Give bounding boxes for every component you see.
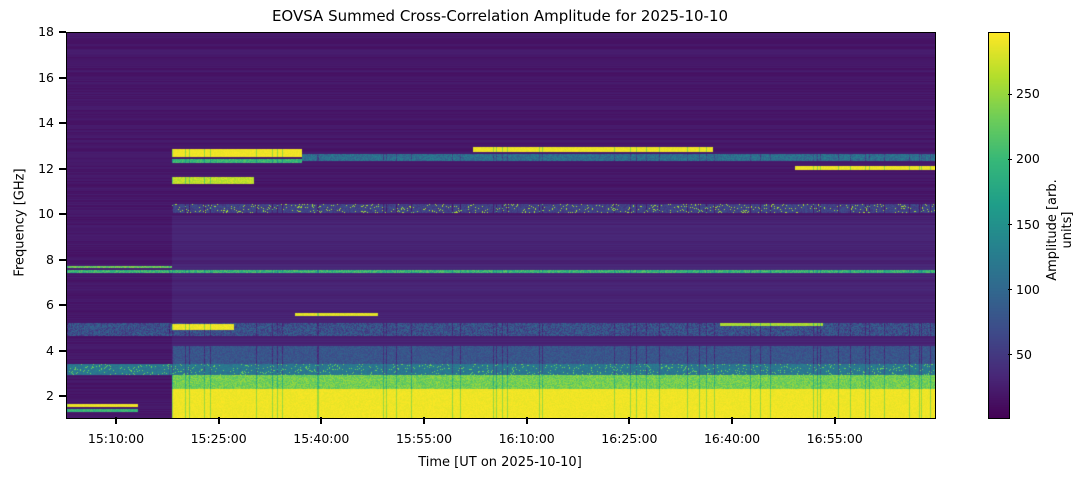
colorbar-tick-mark <box>1008 289 1012 291</box>
x-tick-label: 15:40:00 <box>293 431 350 446</box>
x-tick-label: 16:40:00 <box>703 431 761 446</box>
y-tick-label: 8 <box>46 251 54 267</box>
colorbar-tick-label: 200 <box>1016 151 1040 167</box>
colorbar-tick-mark <box>1008 224 1012 225</box>
colorbar <box>988 32 1010 419</box>
y-axis-label: Frequency [GHz] <box>12 168 28 277</box>
colorbar-tick-mark <box>1008 354 1012 356</box>
y-tick-mark <box>59 167 66 170</box>
colorbar-tick-mark <box>1008 158 1012 160</box>
x-tick-mark <box>833 417 836 424</box>
x-tick-label: 15:25:00 <box>190 431 247 446</box>
colorbar-tick-label: 100 <box>1016 281 1040 297</box>
x-tick-mark <box>525 417 528 424</box>
y-tick-label: 6 <box>46 297 54 313</box>
y-tick-mark <box>59 76 66 79</box>
colorbar-tick-label: 250 <box>1016 86 1040 102</box>
x-tick-mark <box>628 417 631 424</box>
y-tick-mark <box>59 304 66 307</box>
chart-title: EOVSA Summed Cross-Correlation Amplitude… <box>271 7 729 25</box>
y-tick-mark <box>59 258 66 261</box>
x-tick-mark <box>731 417 734 424</box>
spectrogram-heatmap <box>66 32 936 419</box>
colorbar-tick-mark <box>1008 93 1012 95</box>
colorbar-label: Amplitude [arb. units] <box>1045 179 1073 281</box>
x-tick-label: 15:55:00 <box>395 431 453 446</box>
y-tick-mark <box>59 213 66 216</box>
y-tick-mark <box>59 395 66 398</box>
x-tick-label: 15:10:00 <box>87 431 145 446</box>
x-tick-mark <box>217 417 220 424</box>
y-tick-label: 4 <box>46 342 54 358</box>
y-tick-label: 18 <box>38 24 54 39</box>
x-tick-mark <box>114 417 117 424</box>
y-tick-mark <box>59 349 66 352</box>
y-tick-label: 12 <box>38 160 54 176</box>
y-tick-mark <box>59 122 66 125</box>
x-axis-label: Time [UT on 2025-10-10] <box>418 455 582 470</box>
x-tick-label: 16:10:00 <box>498 431 555 446</box>
x-tick-mark <box>320 417 323 424</box>
x-tick-mark <box>423 417 426 424</box>
colorbar-tick-label: 150 <box>1016 216 1040 232</box>
y-tick-label: 10 <box>38 206 54 222</box>
y-tick-mark <box>59 31 66 33</box>
x-tick-label: 16:55:00 <box>806 431 863 446</box>
y-tick-label: 14 <box>38 115 54 131</box>
y-tick-label: 2 <box>46 388 54 404</box>
colorbar-tick-label: 50 <box>1016 346 1032 362</box>
y-tick-label: 16 <box>38 69 54 85</box>
x-tick-label: 16:25:00 <box>601 431 658 446</box>
